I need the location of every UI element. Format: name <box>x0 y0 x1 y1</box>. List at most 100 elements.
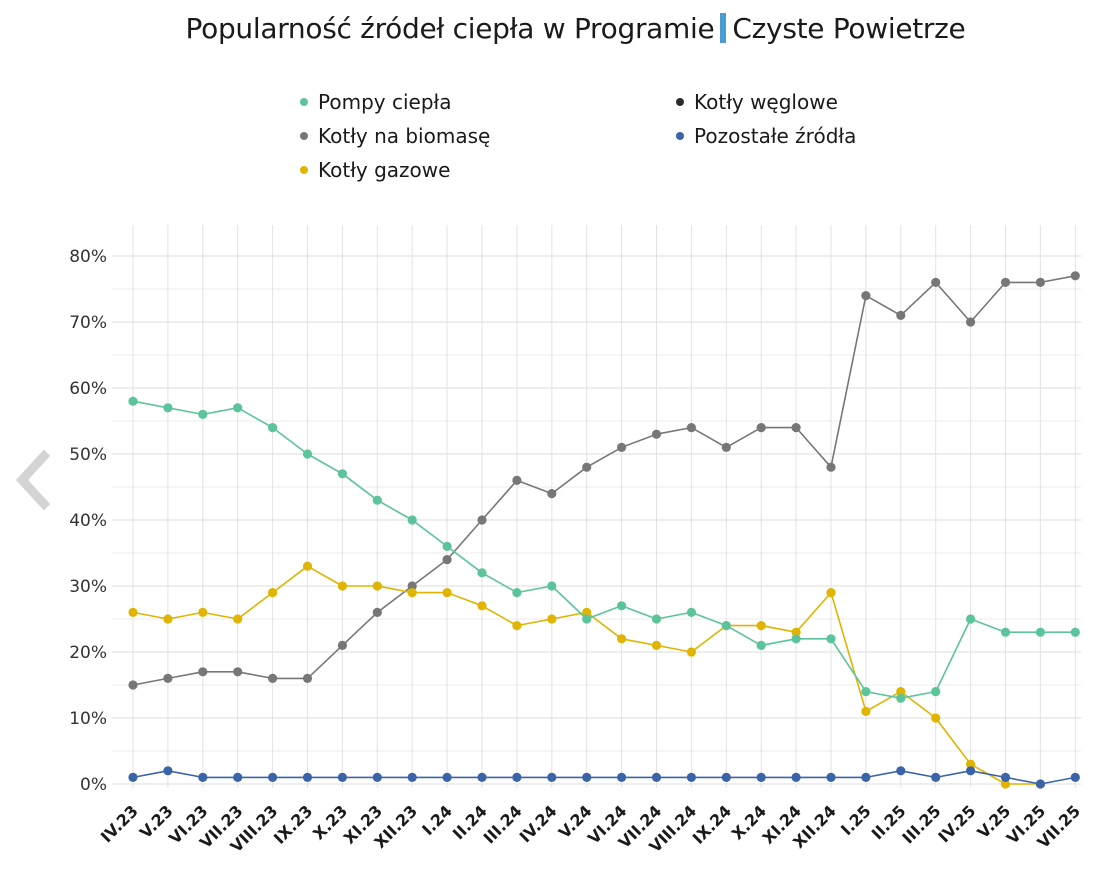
series-4 <box>128 766 1080 789</box>
data-point <box>372 772 382 783</box>
x-tick-label: IV.24 <box>516 801 561 846</box>
x-axis: IV.23V.23VI.23VII.23VIII.23IX.23X.23XI.2… <box>97 801 1084 856</box>
data-point <box>1070 627 1080 637</box>
data-point <box>582 614 592 624</box>
legend-item-pompy[interactable]: Pompy ciepła <box>300 90 451 114</box>
data-point <box>372 581 382 591</box>
x-tick-label: IV.25 <box>934 801 979 846</box>
y-tick-label: 10% <box>69 709 107 729</box>
legend-marker <box>300 166 308 174</box>
data-point <box>1000 627 1011 637</box>
data-point <box>966 317 976 327</box>
data-point <box>337 581 347 591</box>
legend-item-pozostale[interactable]: Pozostałe źródła <box>676 124 856 148</box>
x-tick-label: III.24 <box>480 801 526 847</box>
data-point <box>1070 772 1080 783</box>
data-point <box>512 621 522 631</box>
data-point <box>302 673 313 684</box>
series-1 <box>128 271 1080 690</box>
data-point <box>617 634 627 644</box>
data-point <box>617 442 627 452</box>
data-point <box>861 772 871 783</box>
data-point <box>477 601 487 611</box>
data-point <box>268 673 278 684</box>
data-point <box>721 772 731 783</box>
data-point <box>756 772 766 783</box>
data-point <box>442 541 452 552</box>
legend-item-biomasa[interactable]: Kotły na biomasę <box>300 124 490 148</box>
data-point <box>407 772 417 783</box>
data-point <box>826 588 836 598</box>
legend-item-gazowe[interactable]: Kotły gazowe <box>300 158 450 182</box>
data-point <box>302 449 313 459</box>
data-point <box>791 627 801 637</box>
data-point <box>163 766 173 776</box>
data-point <box>686 647 697 657</box>
data-point <box>198 667 208 677</box>
data-point <box>477 515 487 525</box>
data-point <box>931 687 941 697</box>
x-tick-label: IX.24 <box>689 801 735 847</box>
data-point <box>337 772 347 783</box>
data-point <box>931 713 941 723</box>
data-point <box>512 588 522 598</box>
data-point <box>233 667 243 677</box>
series-2 <box>128 561 1045 789</box>
data-point <box>302 561 313 571</box>
legend-marker <box>300 98 308 106</box>
data-point <box>861 687 871 697</box>
data-point <box>128 680 138 690</box>
data-point <box>547 581 557 591</box>
data-point <box>651 614 662 624</box>
data-point <box>582 772 592 783</box>
y-tick-label: 80% <box>69 247 107 267</box>
x-tick-label: IX.23 <box>270 801 316 847</box>
x-tick-label: IV.23 <box>97 801 142 846</box>
grid <box>112 225 1082 788</box>
data-point <box>931 772 941 783</box>
legend-marker <box>676 98 684 106</box>
legend-marker <box>300 132 308 140</box>
legend-item-weglowe[interactable]: Kotły węglowe <box>676 90 838 114</box>
x-tick-label: I.25 <box>837 801 875 839</box>
data-point <box>756 640 766 651</box>
data-point <box>477 568 487 578</box>
data-point <box>756 621 766 631</box>
data-point <box>1000 277 1011 287</box>
data-point <box>233 403 243 413</box>
series-line <box>132 400 1076 700</box>
data-point <box>791 772 801 783</box>
y-tick-label: 50% <box>69 445 107 465</box>
data-point <box>442 772 452 783</box>
chart-title: Popularność źródeł ciepła w Programie Czy… <box>0 12 1099 45</box>
data-point <box>582 462 592 472</box>
chart-legend: Pompy ciepła Kotły na biomasę Kotły gazo… <box>300 90 900 190</box>
legend-label: Kotły na biomasę <box>318 124 491 148</box>
data-point <box>268 772 278 783</box>
data-point <box>1035 779 1045 789</box>
data-point <box>302 772 313 783</box>
data-point <box>128 396 138 406</box>
legend-label: Kotły węglowe <box>694 90 838 114</box>
series-0 <box>128 396 1080 703</box>
data-point <box>931 277 941 287</box>
data-point <box>582 607 592 618</box>
data-point <box>337 640 347 651</box>
data-point <box>686 607 697 618</box>
legend-label: Pompy ciepła <box>318 90 452 114</box>
data-point <box>163 403 173 413</box>
series <box>128 271 1080 789</box>
title-separator-bar <box>720 13 727 43</box>
data-point <box>861 706 871 717</box>
title-main: Popularność źródeł ciepła w Programie <box>185 12 715 45</box>
x-tick-label: III.25 <box>898 801 944 847</box>
data-point <box>826 772 836 783</box>
data-point <box>547 614 557 624</box>
legend-label: Kotły gazowe <box>318 158 451 182</box>
data-point <box>966 614 976 624</box>
data-point <box>896 310 906 320</box>
data-point <box>512 772 522 783</box>
data-point <box>128 607 138 618</box>
chevron-left-icon[interactable] <box>14 449 54 511</box>
